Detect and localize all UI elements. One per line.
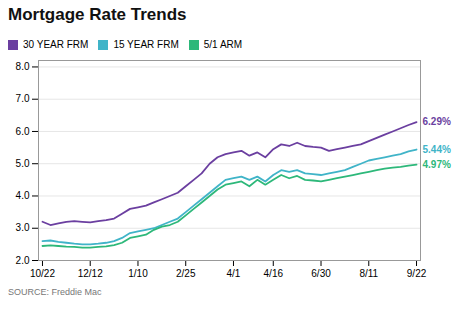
svg-text:4/16: 4/16	[264, 268, 284, 279]
svg-text:1/10: 1/10	[128, 268, 148, 279]
svg-text:8/11: 8/11	[359, 268, 378, 279]
html-text:SOURCE: Freddie Mac: SOURCE: Freddie Mac	[8, 287, 102, 297]
svg-text:9/22: 9/22	[407, 268, 427, 279]
svg-text:12/12: 12/12	[78, 268, 103, 279]
svg-text:2/25: 2/25	[176, 268, 196, 279]
html-text:30 YEAR FRM: 30 YEAR FRM	[23, 39, 89, 50]
svg-text:4.0: 4.0	[16, 190, 30, 201]
svg-text:2.0: 2.0	[16, 255, 30, 266]
svg-text:3.0: 3.0	[16, 222, 30, 233]
svg-text:6/30: 6/30	[311, 268, 331, 279]
svg-text:4.97%: 4.97%	[423, 159, 451, 170]
svg-text:6.0: 6.0	[16, 126, 30, 137]
svg-text:5.0: 5.0	[16, 158, 30, 169]
html-text:5/1 ARM: 5/1 ARM	[203, 39, 243, 50]
svg-text:5.44%: 5.44%	[423, 144, 451, 155]
svg-text:8.0: 8.0	[16, 61, 30, 72]
svg-text:10/22: 10/22	[30, 268, 55, 279]
svg-text:7.0: 7.0	[16, 93, 30, 104]
svg-text:6.29%: 6.29%	[423, 116, 451, 127]
html-text:15 YEAR FRM: 15 YEAR FRM	[113, 39, 179, 50]
svg-text:4/1: 4/1	[227, 268, 241, 279]
html-text:Mortgage Rate Trends: Mortgage Rate Trends	[8, 5, 187, 24]
